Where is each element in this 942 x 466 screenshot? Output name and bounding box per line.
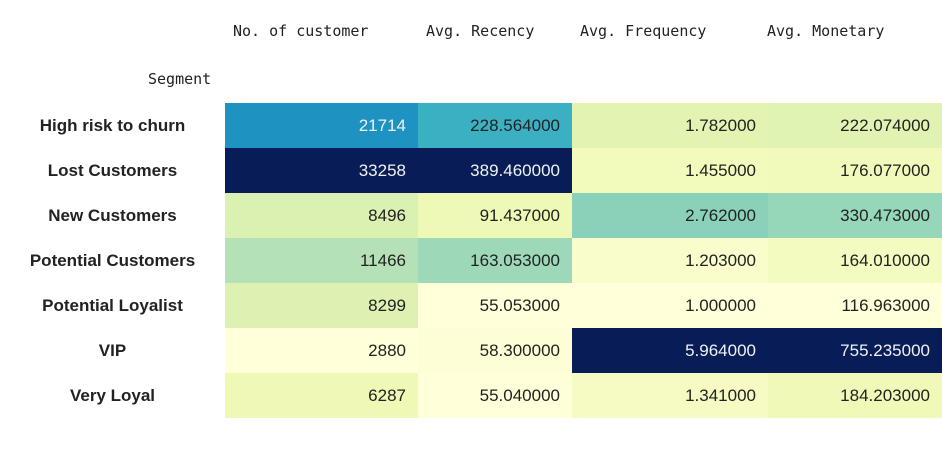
heatmap-cell-frequency: 1.341000 <box>572 373 768 418</box>
column-header-monetary: Avg. Monetary <box>767 22 885 40</box>
row-label: High risk to churn <box>39 115 186 135</box>
heatmap-cell-recency: 228.564000 <box>418 103 572 148</box>
heatmap-cell-monetary: 164.010000 <box>768 238 942 283</box>
index-header-segment: Segment <box>148 70 212 88</box>
row-label: Very Loyal <box>69 385 156 405</box>
column-header-recency: Avg. Recency <box>426 22 535 40</box>
row-label: VIP <box>98 340 127 360</box>
row-label: New Customers <box>48 205 177 225</box>
heatmap-cell-frequency: 5.964000 <box>572 328 768 373</box>
heatmap-cell-frequency: 1.000000 <box>572 283 768 328</box>
heatmap-cell-monetary: 755.235000 <box>768 328 942 373</box>
table-row: High risk to churn 21714 228.564000 1.78200… <box>0 103 942 148</box>
heatmap-cell-recency: 389.460000 <box>418 148 572 193</box>
heatmap-cell-monetary: 184.203000 <box>768 373 942 418</box>
heatmap-cell-customers: 6287 <box>225 373 418 418</box>
heatmap-cell-frequency: 1.203000 <box>572 238 768 283</box>
heatmap-cell-recency: 58.300000 <box>418 328 572 373</box>
heatmap-cell-frequency: 1.455000 <box>572 148 768 193</box>
row-label: Lost Customers <box>47 160 178 180</box>
heatmap-table: High risk to churn 21714 228.564000 1.78200… <box>0 103 942 418</box>
heatmap-cell-recency: 55.053000 <box>418 283 572 328</box>
heatmap-cell-customers: 33258 <box>225 148 418 193</box>
heatmap-cell-recency: 55.040000 <box>418 373 572 418</box>
heatmap-cell-frequency: 2.762000 <box>572 193 768 238</box>
heatmap-cell-customers: 8299 <box>225 283 418 328</box>
column-header-customers: No. of customer <box>233 22 369 40</box>
heatmap-cell-monetary: 176.077000 <box>768 148 942 193</box>
table-row: VIP 2880 58.300000 5.964000 755.235000 <box>0 328 942 373</box>
column-header-frequency: Avg. Frequency <box>580 22 707 40</box>
row-label: Potential Loyalist <box>42 295 183 315</box>
heatmap-cell-monetary: 222.074000 <box>768 103 942 148</box>
heatmap-cell-recency: 91.437000 <box>418 193 572 238</box>
heatmap-cell-frequency: 1.782000 <box>572 103 768 148</box>
table-row: Potential Customers 11466 163.053000 1.2030… <box>0 238 942 283</box>
heatmap-cell-customers: 2880 <box>225 328 418 373</box>
heatmap-cell-customers: 8496 <box>225 193 418 238</box>
heatmap-cell-customers: 11466 <box>225 238 418 283</box>
heatmap-cell-recency: 163.053000 <box>418 238 572 283</box>
heatmap-cell-customers: 21714 <box>225 103 418 148</box>
table-row: Very Loyal 6287 55.040000 1.341000 184.20300… <box>0 373 942 418</box>
table-row: Lost Customers 33258 389.460000 1.455000 176… <box>0 148 942 193</box>
row-label: Potential Customers <box>29 250 196 270</box>
table-row: New Customers 8496 91.437000 2.762000 330.47… <box>0 193 942 238</box>
heatmap-cell-monetary: 116.963000 <box>768 283 942 328</box>
heatmap-cell-monetary: 330.473000 <box>768 193 942 238</box>
table-row: Potential Loyalist 8299 55.053000 1.000000 1… <box>0 283 942 328</box>
